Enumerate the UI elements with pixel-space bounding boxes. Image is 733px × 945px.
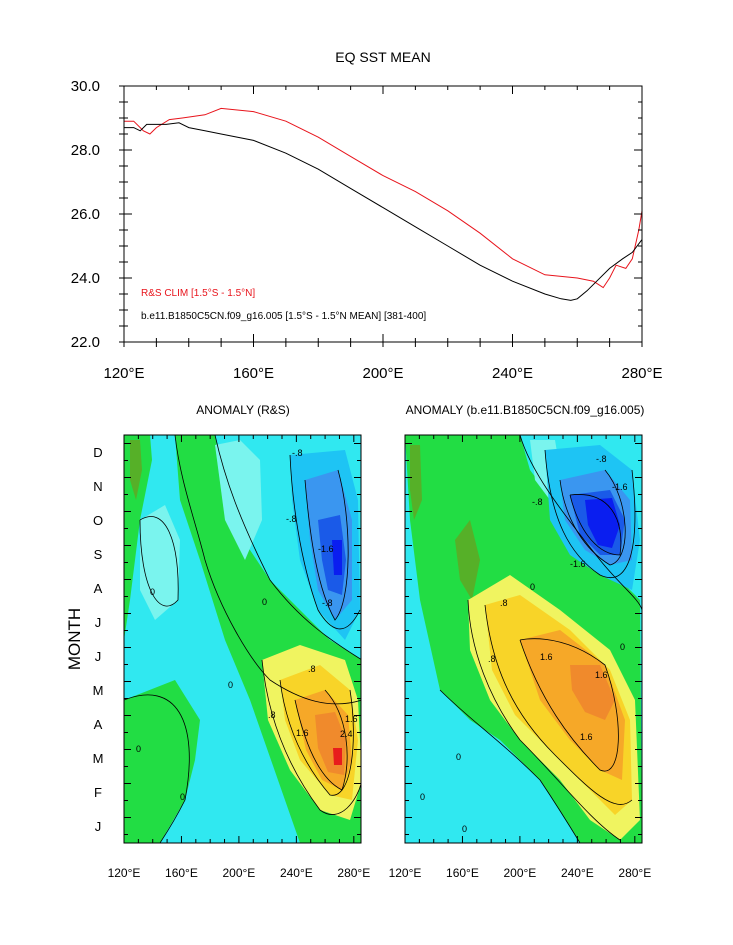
- contour-label: -1.6: [612, 482, 628, 492]
- line-chart-title: EQ SST MEAN: [335, 49, 430, 65]
- contour-label: 2.4: [340, 729, 353, 739]
- month-label: S: [94, 547, 103, 562]
- y-tick-label: 22.0: [71, 334, 100, 351]
- x-tick-label: 240°E: [492, 365, 533, 382]
- line-chart-frame: [123, 85, 643, 343]
- contour-label: 1.6: [595, 670, 608, 680]
- contour-label: .8: [488, 654, 496, 664]
- contour-label: -.8: [532, 497, 543, 507]
- contour-label: -.8: [322, 598, 333, 608]
- contour-label: -1.6: [570, 559, 586, 569]
- anomaly-rs-frame: [123, 434, 362, 844]
- anomaly-rs-panel: ANOMALY (R&S): [65, 403, 370, 880]
- contour-label: -.8: [292, 448, 303, 458]
- x-tick-label: 200°E: [503, 866, 536, 880]
- x-tick-label: 160°E: [446, 866, 479, 880]
- month-label: A: [94, 581, 103, 596]
- y-axis-label: MONTH: [65, 608, 84, 670]
- month-label: M: [93, 751, 104, 766]
- contour-label: 0: [180, 792, 185, 802]
- contour-label: 0: [136, 744, 141, 754]
- x-tick-label: 160°E: [165, 866, 198, 880]
- contour-label: .8: [500, 598, 508, 608]
- anomaly-model-panel: ANOMALY (b.e11.B1850C5CN.f09_g16.005): [389, 403, 652, 880]
- x-tick-label: 280°E: [337, 866, 370, 880]
- y-tick-label: 28.0: [71, 142, 100, 159]
- anomaly-model-frame: [404, 434, 643, 844]
- series-line-1: [124, 122, 642, 301]
- month-label: F: [94, 785, 102, 800]
- x-tick-label: 240°E: [561, 866, 594, 880]
- contour-label: 1.6: [345, 714, 358, 724]
- month-label: N: [93, 479, 102, 494]
- month-label: D: [93, 445, 102, 460]
- month-label: J: [95, 615, 102, 630]
- month-label: O: [93, 513, 103, 528]
- contour-label: .8: [308, 664, 316, 674]
- anomaly-model-title: ANOMALY (b.e11.B1850C5CN.f09_g16.005): [406, 403, 645, 417]
- month-label: M: [93, 683, 104, 698]
- contour-label: 0: [456, 752, 461, 762]
- contour-label: .8: [268, 710, 276, 720]
- series-line-0: [124, 107, 642, 289]
- contour-label: 1.6: [580, 732, 593, 742]
- legend-entry-rs: R&S CLIM [1.5°S - 1.5°N]: [141, 288, 255, 299]
- y-tick-label: 30.0: [71, 78, 100, 95]
- line-chart: EQ SST MEAN 120°E 160°E 200°E 240°E 280°E 30.…: [71, 49, 663, 382]
- anomaly-rs-field: -.8 -.8 -1.6 -.8 0 0 0 .8 .8 1.6 2.4 1.6…: [124, 435, 361, 843]
- x-tick-label: 160°E: [233, 365, 274, 382]
- contour-label: 0: [150, 587, 155, 597]
- x-tick-label: 200°E: [222, 866, 255, 880]
- contour-label: 0: [620, 642, 625, 652]
- x-tick-label: 120°E: [108, 866, 141, 880]
- month-label: A: [94, 717, 103, 732]
- contour-label: -1.6: [318, 544, 334, 554]
- contour-label: 1.6: [296, 728, 309, 738]
- contour-label: -.8: [286, 514, 297, 524]
- x-tick-label: 120°E: [389, 866, 422, 880]
- y-tick-label: 26.0: [71, 206, 100, 223]
- month-label: J: [95, 649, 102, 664]
- anomaly-rs-title: ANOMALY (R&S): [196, 403, 290, 417]
- x-tick-label: 200°E: [362, 365, 403, 382]
- month-label: J: [95, 819, 102, 834]
- x-tick-label: 280°E: [618, 866, 651, 880]
- contour-label: 0: [262, 597, 267, 607]
- contour-label: 0: [462, 824, 467, 834]
- contour-label: 0: [530, 582, 535, 592]
- contour-label: 0: [228, 680, 233, 690]
- contour-label: 0: [420, 792, 425, 802]
- anomaly-model-field: -.8 -1.6 -.8 -1.6 0 0 .8 .8 1.6 1.6 1.6 …: [405, 435, 642, 843]
- contour-label: 1.6: [540, 652, 553, 662]
- x-tick-label: 280°E: [621, 365, 662, 382]
- y-tick-label: 24.0: [71, 270, 100, 287]
- contour-label: -.8: [596, 454, 607, 464]
- x-tick-label: 120°E: [103, 365, 144, 382]
- x-tick-label: 240°E: [280, 866, 313, 880]
- legend-entry-model: b.e11.B1850C5CN.f09_g16.005 [1.5°S - 1.5…: [141, 311, 426, 322]
